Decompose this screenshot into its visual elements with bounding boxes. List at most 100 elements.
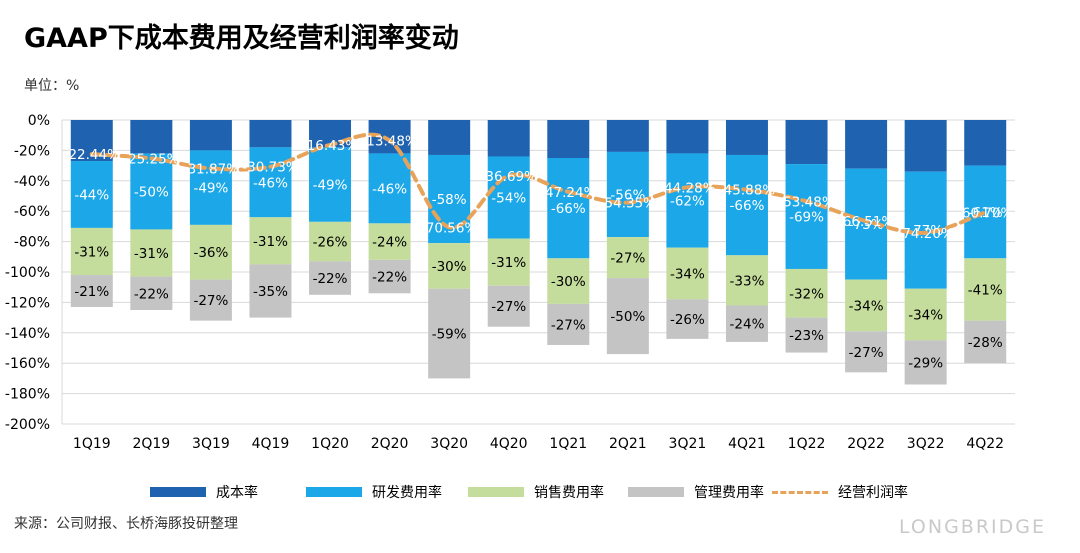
legend-swatch-sales bbox=[468, 487, 524, 497]
bar-rd bbox=[130, 153, 173, 230]
bar-label-sales: -31% bbox=[74, 244, 109, 260]
bar-cost bbox=[428, 120, 471, 155]
y-tick-label: -140% bbox=[5, 326, 50, 342]
bar-sales bbox=[249, 217, 292, 265]
bar-label-rd: -49% bbox=[313, 178, 348, 194]
line-label-op-margin: -66.51% bbox=[838, 214, 895, 230]
bar-admin bbox=[666, 299, 709, 339]
bar-label-rd: -54% bbox=[491, 191, 526, 207]
bar-sales bbox=[70, 227, 113, 276]
legend: 成本率 研发费用率 销售费用率 管理费用率 经营利润率 bbox=[0, 481, 1080, 505]
x-tick-label: 2Q21 bbox=[609, 436, 647, 452]
bar-label-admin: -50% bbox=[610, 309, 645, 325]
bar-label-rd: -66% bbox=[730, 198, 765, 214]
line-label-op-margin: -54.35% bbox=[600, 196, 657, 212]
chart: 0% -20% -40% -60% -80% -100% -120% -140% -160% -1… bbox=[5, 113, 1015, 452]
legend-swatch-admin bbox=[628, 487, 684, 497]
bar-label-admin: -27% bbox=[849, 345, 884, 361]
bar-label-sales: -34% bbox=[670, 267, 705, 283]
bar-label-admin: -21% bbox=[74, 284, 109, 300]
bar-label-sales: -34% bbox=[908, 308, 943, 324]
bar-rd bbox=[368, 153, 411, 224]
x-tick-label: 4Q20 bbox=[490, 436, 528, 452]
bar-admin bbox=[547, 303, 590, 345]
x-tick-label: 4Q21 bbox=[728, 436, 766, 452]
bar-label-admin: -24% bbox=[730, 317, 765, 333]
bar-label-sales: -24% bbox=[372, 235, 407, 251]
bar-label-rd: -73% bbox=[849, 217, 884, 233]
y-tick-label: -120% bbox=[5, 295, 50, 311]
line-op-margin bbox=[89, 132, 988, 235]
bar-sales bbox=[666, 247, 709, 300]
bar-label-sales: -36% bbox=[193, 245, 228, 261]
bar-label-rd: -50% bbox=[134, 184, 169, 200]
legend-swatch-rd bbox=[306, 487, 362, 497]
bar-sales bbox=[606, 237, 649, 279]
x-tick-label: 2Q22 bbox=[847, 436, 885, 452]
y-tick-label: -40% bbox=[14, 174, 50, 190]
bar-cost bbox=[785, 120, 828, 165]
bar-admin bbox=[845, 331, 888, 373]
bar-admin bbox=[130, 276, 173, 310]
x-tick-label: 3Q22 bbox=[907, 436, 945, 452]
bar-label-sales: -30% bbox=[551, 274, 586, 290]
bar-label-sales: -31% bbox=[253, 234, 288, 250]
bar-rd bbox=[964, 165, 1007, 259]
bar-rd bbox=[249, 147, 292, 218]
y-tick-label: -200% bbox=[5, 417, 50, 433]
line-label-op-margin: -22.44% bbox=[64, 147, 121, 163]
bar-cost bbox=[249, 120, 292, 148]
bar-admin bbox=[487, 285, 530, 327]
bar-label-rd: -46% bbox=[253, 175, 288, 191]
bar-rd bbox=[547, 158, 590, 259]
y-tick-label: 0% bbox=[28, 113, 50, 129]
bar-sales bbox=[964, 258, 1007, 321]
x-tick-label: 1Q21 bbox=[549, 436, 587, 452]
legend-label-cost: 成本率 bbox=[216, 485, 258, 501]
bar-label-admin: -27% bbox=[193, 293, 228, 309]
bar-label-rd: -62% bbox=[670, 194, 705, 210]
legend-item-admin: 管理费用率 bbox=[628, 481, 764, 503]
legend-label-op-margin: 经营利润率 bbox=[838, 485, 908, 501]
bar-rd bbox=[725, 154, 768, 256]
bar-label-sales: -26% bbox=[313, 235, 348, 251]
bar-cost bbox=[130, 120, 173, 154]
bar-label-rd: -56% bbox=[610, 187, 645, 203]
bar-label-admin: -26% bbox=[670, 312, 705, 328]
legend-swatch-cost bbox=[150, 487, 206, 497]
bar-label-rd: -46% bbox=[372, 181, 407, 197]
bar-sales bbox=[130, 229, 173, 277]
bar-sales bbox=[725, 255, 768, 306]
x-tick-label: 3Q21 bbox=[669, 436, 707, 452]
bar-label-admin: -22% bbox=[134, 286, 169, 302]
legend-item-op-margin: 经营利润率 bbox=[772, 481, 908, 503]
line-label-op-margin: -47.24% bbox=[540, 185, 597, 201]
bar-sales bbox=[785, 268, 828, 318]
bar-admin bbox=[606, 278, 649, 355]
x-tick-label: 4Q19 bbox=[252, 436, 290, 452]
line-label-op-margin: -70.56% bbox=[421, 220, 478, 236]
x-tick-label: 4Q22 bbox=[966, 436, 1004, 452]
bar-label-sales: -32% bbox=[789, 286, 824, 302]
bar-admin bbox=[428, 288, 471, 379]
bar-label-admin: -22% bbox=[313, 271, 348, 287]
bar-label-sales: -27% bbox=[610, 251, 645, 267]
bar-admin bbox=[249, 264, 292, 318]
bar-admin bbox=[70, 275, 113, 307]
bar-admin bbox=[964, 320, 1007, 364]
bar-sales bbox=[189, 224, 232, 280]
bar-rd bbox=[487, 156, 530, 239]
bar-rd bbox=[189, 150, 232, 225]
bar-sales bbox=[487, 238, 530, 286]
line-label-op-margin: -31.87% bbox=[183, 161, 240, 177]
x-tick-label: 3Q20 bbox=[430, 436, 468, 452]
page-title: GAAP下成本费用及经营利润率变动 bbox=[24, 23, 459, 54]
bar-cost bbox=[547, 120, 590, 158]
bar-cost bbox=[725, 120, 768, 155]
legend-label-rd: 研发费用率 bbox=[372, 485, 442, 501]
bar-label-sales: -41% bbox=[968, 282, 1003, 298]
bar-cost bbox=[189, 120, 232, 151]
bar-cost bbox=[487, 120, 530, 157]
line-label-op-margin: -53.48% bbox=[778, 194, 835, 210]
bar-cost bbox=[666, 120, 709, 154]
